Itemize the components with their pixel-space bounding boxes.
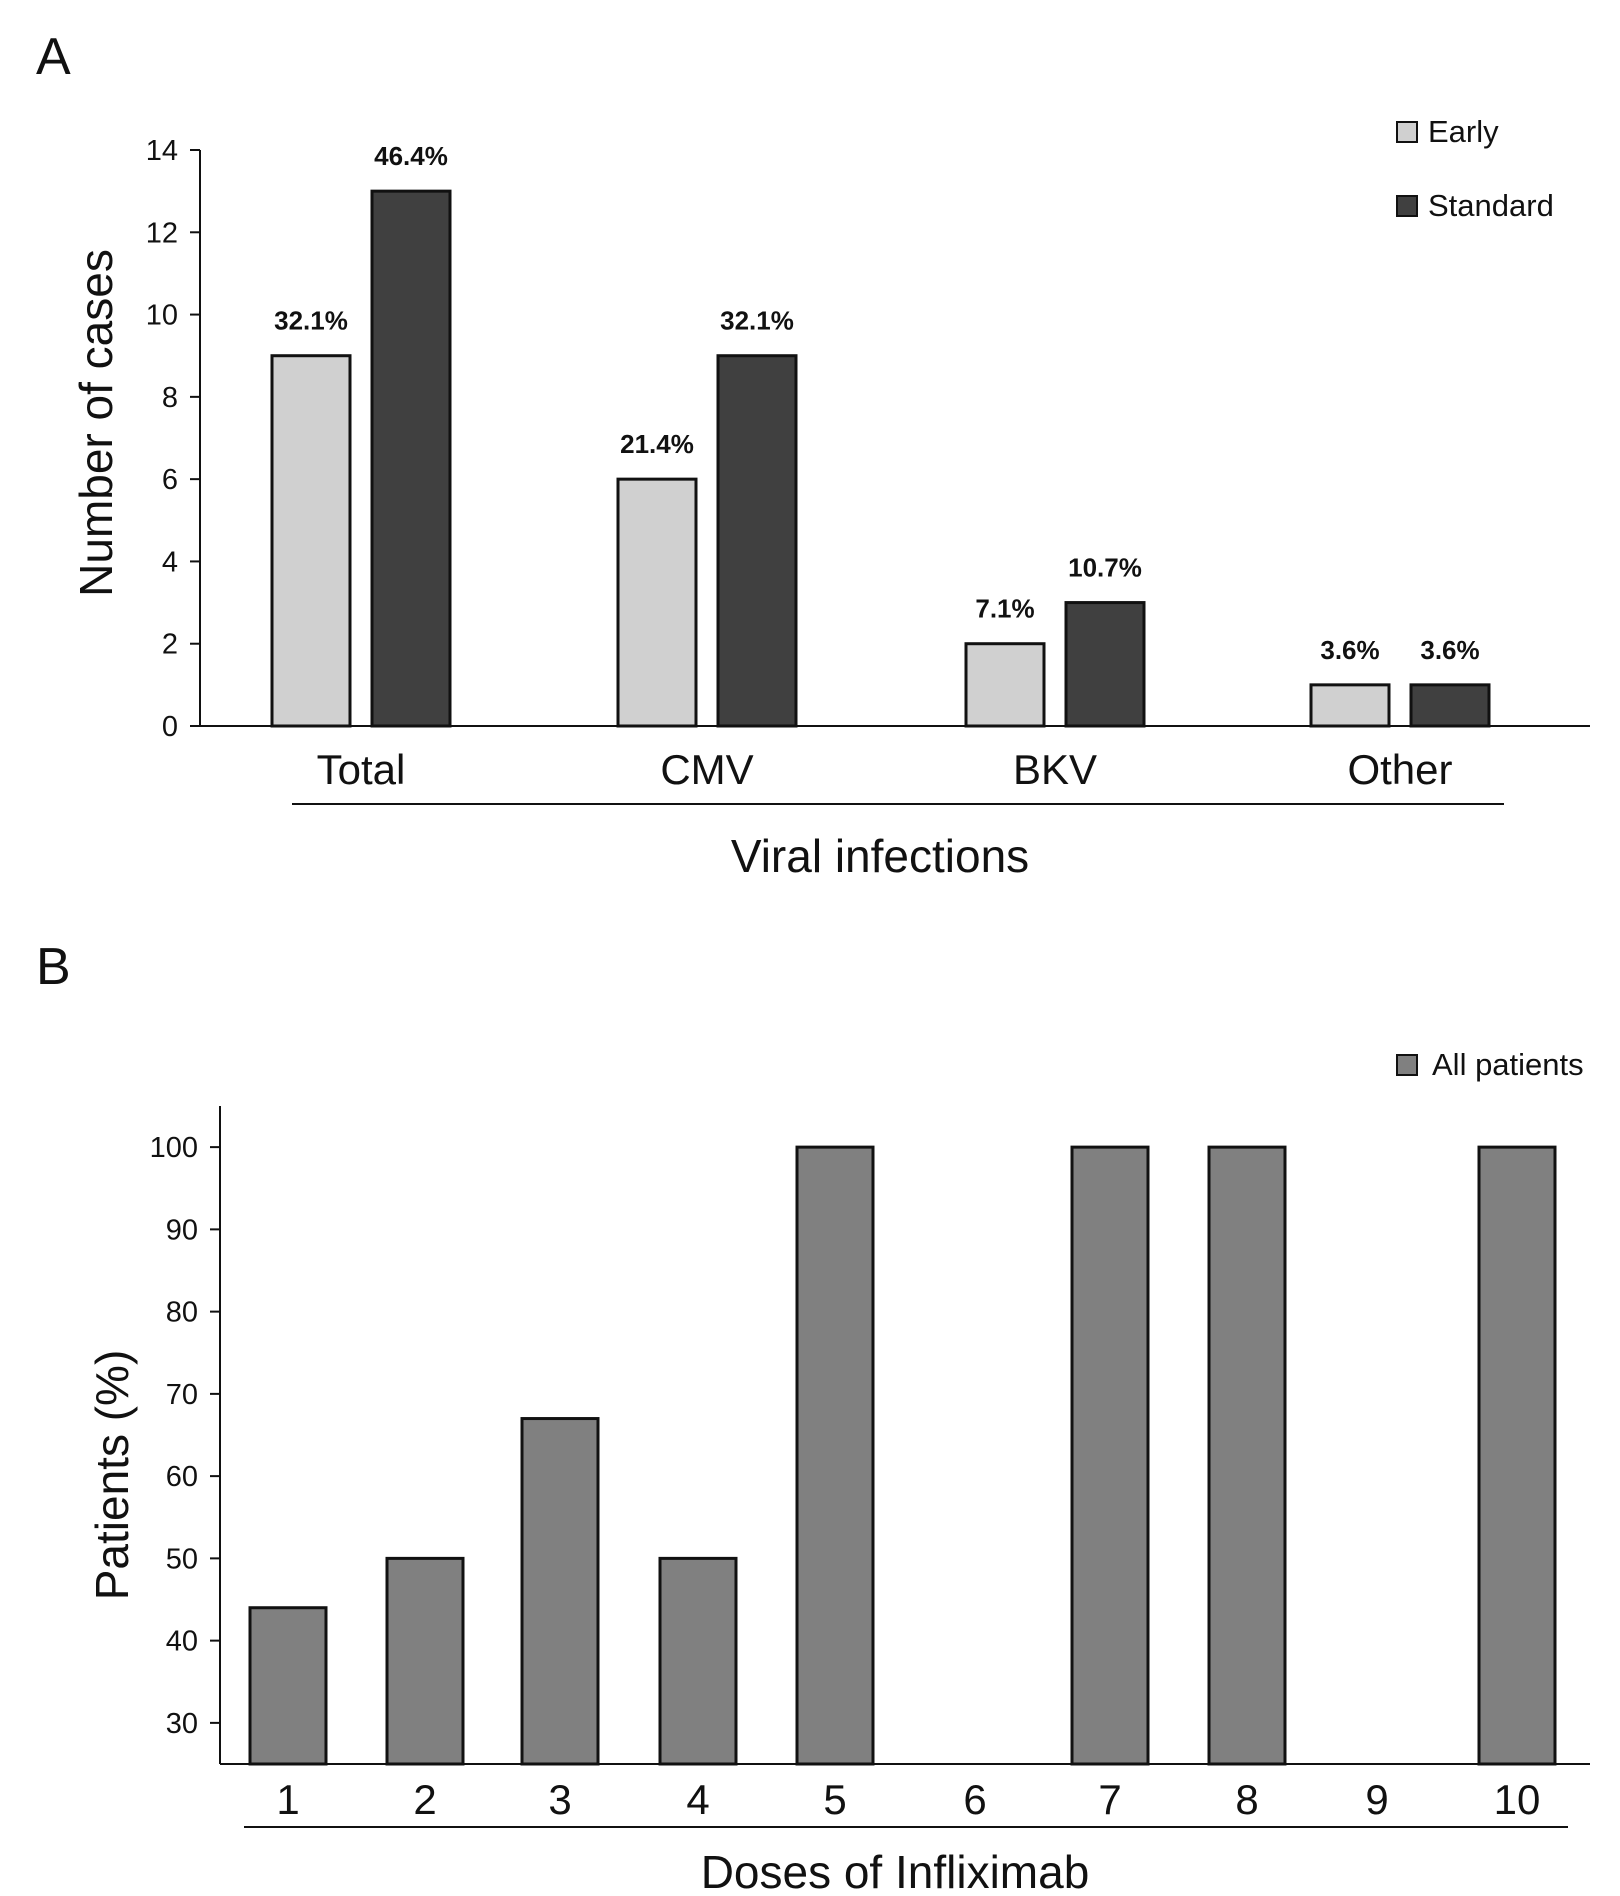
panel-b-y-tick-label: 70 <box>166 1379 198 1411</box>
panel-b-category-label: 4 <box>686 1776 709 1823</box>
panel-b-letter: B <box>36 938 71 996</box>
panel-a-chart: A 0 2 4 6 8 10 12 14 Number of cases 32.1% 46.4% Tot… <box>36 28 1590 882</box>
panel-a-data-label-standard-bkv: 10.7% <box>1068 553 1142 583</box>
panel-b-category-label: 2 <box>413 1776 436 1823</box>
panel-a-y-tick-label: 6 <box>162 464 178 496</box>
panel-a-bar-early-other <box>1309 683 1391 728</box>
panel-b-legend-swatch-all-patients <box>1396 1054 1418 1076</box>
panel-b-y-tick-label: 30 <box>166 1708 198 1740</box>
panel-b-category-label: 7 <box>1098 1776 1121 1823</box>
panel-b-y-tick-label: 90 <box>166 1214 198 1246</box>
panel-b-bar-dose-2 <box>385 1556 465 1766</box>
panel-b-y-tick-label: 80 <box>166 1297 198 1329</box>
panel-a-data-label-standard-total: 46.4% <box>374 141 448 171</box>
panel-a-bar-standard-other <box>1409 683 1491 728</box>
panel-a-y-tick-label: 10 <box>146 300 178 332</box>
panel-b-bar-dose-7 <box>1070 1145 1150 1766</box>
panel-a-bar-standard-total <box>370 189 452 728</box>
panel-a-letter: A <box>36 28 71 86</box>
panel-b-chart: B 30 40 50 60 70 80 90 100 Patients (%) 1 2 3 4 5 6 7 8 9 1… <box>36 938 1590 1896</box>
panel-a-y-tick-label: 2 <box>162 629 178 661</box>
panel-b-category-label: 8 <box>1235 1776 1258 1823</box>
panel-a-legend-swatch-early <box>1396 121 1418 143</box>
panel-b-bar-dose-8 <box>1207 1145 1287 1766</box>
panel-a-data-label-early-bkv: 7.1% <box>975 594 1034 624</box>
panel-b-y-tick-label: 100 <box>150 1132 198 1164</box>
panel-b-category-label: 6 <box>963 1776 986 1823</box>
panel-a-y-tick-label: 14 <box>146 135 178 167</box>
panel-a-data-label-early-cmv: 21.4% <box>620 429 694 459</box>
panel-a-data-label-early-total: 32.1% <box>274 306 348 336</box>
panel-a-data-label-standard-other: 3.6% <box>1420 635 1479 665</box>
panel-a-bar-early-total <box>270 354 352 728</box>
panel-b-bar-dose-1 <box>248 1606 328 1766</box>
panel-b-bar-dose-5 <box>795 1145 875 1766</box>
panel-a-data-label-standard-cmv: 32.1% <box>720 306 794 336</box>
panel-b-bar-dose-10 <box>1477 1145 1557 1766</box>
panel-a-x-axis-title: Viral infections <box>731 830 1029 882</box>
panel-a-bar-early-cmv <box>616 477 698 728</box>
panel-a-y-tick-label: 8 <box>162 382 178 414</box>
panel-a-legend-label-early: Early <box>1428 114 1499 149</box>
panel-a-category-label: Other <box>1347 746 1452 793</box>
panel-b-y-tick-label: 50 <box>166 1543 198 1575</box>
panel-b-bar-dose-4 <box>658 1556 738 1766</box>
panel-a-y-tick-label: 12 <box>146 217 178 249</box>
panel-a-y-tick-label: 0 <box>162 711 178 743</box>
panel-b-y-tick-label: 40 <box>166 1626 198 1658</box>
panel-a-category-label: CMV <box>660 746 753 793</box>
panel-b-x-axis-title: Doses of Infliximab <box>701 1846 1090 1896</box>
panel-a-legend-swatch-standard <box>1396 195 1418 217</box>
panel-a-y-tick-label: 4 <box>162 546 178 578</box>
panel-b-category-label: 9 <box>1365 1776 1388 1823</box>
panel-b-y-axis-title: Patients (%) <box>86 1350 138 1601</box>
panel-b-legend-label-all-patients: All patients <box>1432 1047 1584 1082</box>
panel-b-category-label: 3 <box>548 1776 571 1823</box>
panel-a-bar-standard-cmv <box>716 354 798 728</box>
panel-a-bar-early-bkv <box>964 642 1046 728</box>
panel-a-category-label: Total <box>317 746 406 793</box>
panel-b-y-tick-label: 60 <box>166 1461 198 1493</box>
panel-a-data-label-early-other: 3.6% <box>1320 635 1379 665</box>
panel-b-category-label: 5 <box>823 1776 846 1823</box>
panel-b-bar-dose-3 <box>520 1417 600 1766</box>
panel-b-category-label: 1 <box>276 1776 299 1823</box>
panel-a-category-label: BKV <box>1013 746 1097 793</box>
panel-b-category-label: 10 <box>1494 1776 1541 1823</box>
panel-a-bar-standard-bkv <box>1064 601 1146 728</box>
panel-a-legend-label-standard: Standard <box>1428 188 1554 223</box>
panel-a-y-axis-title: Number of cases <box>70 249 122 597</box>
